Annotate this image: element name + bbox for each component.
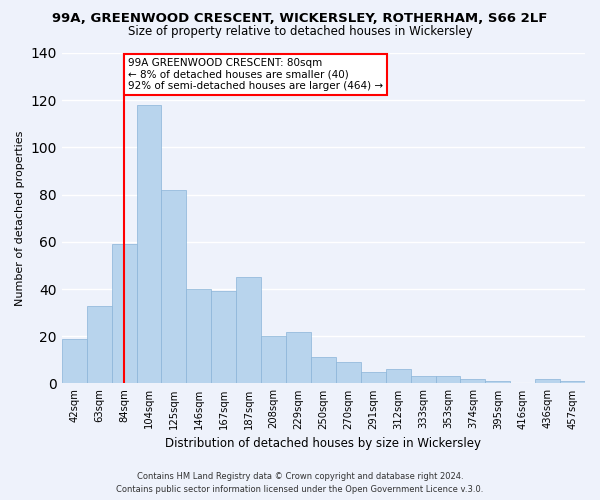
Bar [535, 378, 560, 384]
Bar [311, 358, 336, 384]
Bar [485, 381, 510, 384]
Bar [236, 277, 261, 384]
Bar [211, 292, 236, 384]
Bar [161, 190, 187, 384]
Bar [137, 105, 161, 384]
Bar [261, 336, 286, 384]
Bar [410, 376, 436, 384]
Bar [87, 306, 112, 384]
Bar [560, 381, 585, 384]
Text: 99A, GREENWOOD CRESCENT, WICKERSLEY, ROTHERHAM, S66 2LF: 99A, GREENWOOD CRESCENT, WICKERSLEY, ROT… [52, 12, 548, 26]
Bar [62, 338, 87, 384]
Text: 99A GREENWOOD CRESCENT: 80sqm
← 8% of detached houses are smaller (40)
92% of se: 99A GREENWOOD CRESCENT: 80sqm ← 8% of de… [128, 58, 383, 91]
Bar [286, 332, 311, 384]
Bar [460, 378, 485, 384]
Bar [436, 376, 460, 384]
Text: Contains HM Land Registry data © Crown copyright and database right 2024.
Contai: Contains HM Land Registry data © Crown c… [116, 472, 484, 494]
Y-axis label: Number of detached properties: Number of detached properties [15, 130, 25, 306]
X-axis label: Distribution of detached houses by size in Wickersley: Distribution of detached houses by size … [166, 437, 481, 450]
Bar [187, 289, 211, 384]
Text: Size of property relative to detached houses in Wickersley: Size of property relative to detached ho… [128, 25, 472, 38]
Bar [112, 244, 137, 384]
Bar [336, 362, 361, 384]
Bar [361, 372, 386, 384]
Bar [386, 370, 410, 384]
